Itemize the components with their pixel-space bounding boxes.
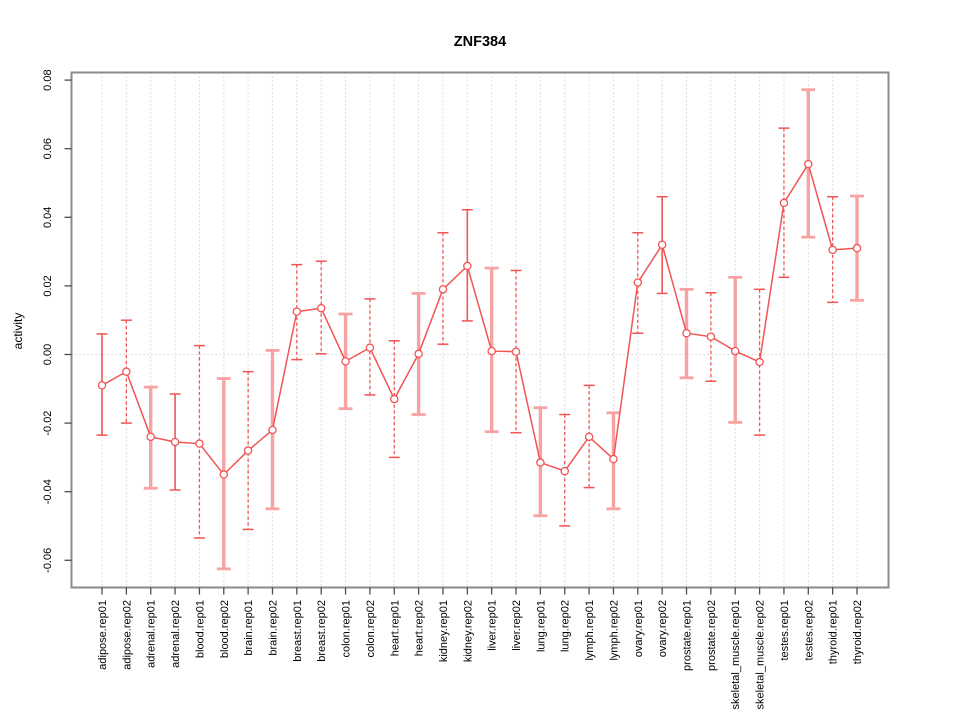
x-tick-label: testes.rep01 <box>779 600 791 661</box>
x-tick-label: blood.rep02 <box>219 600 231 658</box>
x-tick-label: ovary.rep02 <box>657 600 669 657</box>
data-point-marker <box>852 243 862 253</box>
x-tick-label: prostate.rep01 <box>682 600 694 671</box>
data-point-marker <box>122 367 131 376</box>
data-point-marker <box>414 349 423 359</box>
y-tick-label: 0.02 <box>42 275 54 296</box>
x-tick-label: liver.rep01 <box>487 600 499 651</box>
x-tick-label: prostate.rep02 <box>706 600 718 671</box>
x-tick-label: blood.rep01 <box>194 600 206 658</box>
data-point-marker <box>633 278 643 287</box>
data-point-marker <box>511 347 521 357</box>
x-tick-label: brain.rep01 <box>243 600 255 656</box>
data-point-marker <box>730 346 740 356</box>
x-tick-label: adrenal.rep02 <box>170 600 182 668</box>
y-tick-label: 0.00 <box>42 344 54 365</box>
data-point-marker <box>316 303 326 313</box>
data-point-marker <box>779 198 789 208</box>
x-tick-label: adrenal.rep01 <box>146 600 158 668</box>
x-tick-label: lung.rep01 <box>535 600 547 652</box>
data-point-marker <box>219 470 229 479</box>
y-tick-label: 0.04 <box>42 207 54 228</box>
data-point-marker <box>487 346 496 356</box>
x-tick-label: adipose.rep01 <box>97 600 109 670</box>
data-point-marker <box>170 437 180 447</box>
data-point-marker <box>365 343 375 352</box>
data-point-marker <box>706 332 716 341</box>
data-point-marker <box>390 394 399 404</box>
x-tick-label: breast.rep02 <box>316 600 328 662</box>
x-tick-label: kidney.rep02 <box>462 600 474 662</box>
data-point-marker <box>195 439 204 448</box>
data-point-marker <box>609 454 618 464</box>
x-tick-label: adipose.rep02 <box>121 600 133 670</box>
data-point-marker <box>463 261 472 271</box>
y-tick-label: -0.02 <box>42 411 54 436</box>
y-tick-label: -0.06 <box>42 548 54 573</box>
data-point-marker <box>828 245 837 255</box>
data-point-marker <box>341 357 350 366</box>
data-point-marker <box>560 466 569 476</box>
data-point-marker <box>438 285 448 294</box>
x-tick-label: ovary.rep01 <box>633 600 645 657</box>
data-point-marker <box>292 307 302 316</box>
x-tick-label: lung.rep02 <box>560 600 572 652</box>
x-tick-label: kidney.rep01 <box>438 600 450 662</box>
data-point-marker <box>268 425 277 435</box>
data-point-marker <box>146 432 155 442</box>
data-point-marker <box>804 159 813 169</box>
y-tick-label: 0.06 <box>42 138 54 159</box>
y-tick-label: -0.04 <box>42 479 54 504</box>
x-tick-label: thyroid.rep02 <box>852 600 864 664</box>
data-point-marker <box>755 357 764 367</box>
chart-generated-layer: 0.08 0.06 0.04 0.02 0.00 -0.02 -0.04 -0.06 adipo… <box>42 69 890 709</box>
x-tick-label: lymph.rep01 <box>584 600 596 661</box>
x-tick-label: colon.rep01 <box>341 600 353 658</box>
x-tick-label: liver.rep02 <box>511 600 523 651</box>
x-tick-label: testes.rep02 <box>803 600 815 661</box>
x-tick-label: thyroid.rep01 <box>828 600 840 664</box>
data-point-marker <box>243 446 253 455</box>
x-tick-label: lymph.rep02 <box>608 600 620 661</box>
x-tick-label: brain.rep02 <box>267 600 279 656</box>
x-tick-label: breast.rep01 <box>292 600 304 662</box>
x-tick-label: colon.rep02 <box>365 600 377 658</box>
data-point-marker <box>657 240 667 249</box>
y-axis-label: activity <box>11 313 25 350</box>
data-point-marker <box>97 381 107 390</box>
x-tick-label: heart.rep02 <box>414 600 426 656</box>
plot-border <box>70 71 890 589</box>
x-tick-label: heart.rep01 <box>389 600 401 656</box>
x-tick-label: skeletal_muscle.rep01 <box>730 600 742 709</box>
data-point-marker <box>536 458 545 467</box>
x-tick-label: skeletal_muscle.rep02 <box>755 600 767 709</box>
data-point-marker <box>682 328 691 338</box>
chart-title: ZNF384 <box>454 34 506 50</box>
data-point-marker <box>584 432 594 442</box>
data-line <box>101 162 858 476</box>
y-tick-label: 0.08 <box>42 69 54 90</box>
